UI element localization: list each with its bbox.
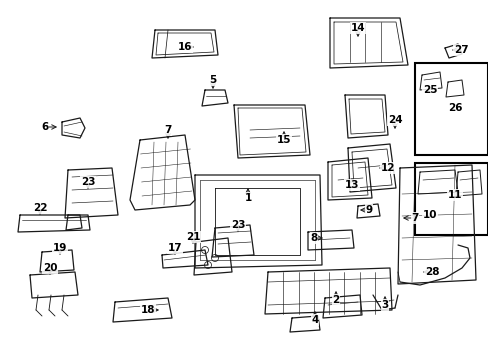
Text: 13: 13 — [344, 180, 359, 190]
Bar — [414, 63, 487, 155]
Text: 15: 15 — [276, 135, 291, 145]
Text: 7: 7 — [164, 125, 171, 135]
Text: 1: 1 — [244, 193, 251, 203]
Text: 24: 24 — [387, 115, 402, 125]
Text: 23: 23 — [81, 177, 95, 187]
Text: 8: 8 — [310, 233, 317, 243]
Text: 26: 26 — [447, 103, 461, 113]
Text: 12: 12 — [380, 163, 394, 173]
Text: 27: 27 — [453, 45, 468, 55]
Text: 21: 21 — [185, 232, 200, 242]
Text: 6: 6 — [41, 122, 48, 132]
Text: 22: 22 — [33, 203, 47, 213]
Text: 2: 2 — [332, 295, 339, 305]
Text: 23: 23 — [230, 220, 245, 230]
Text: 5: 5 — [209, 75, 216, 85]
Text: 19: 19 — [53, 243, 67, 253]
Text: 14: 14 — [350, 23, 365, 33]
Text: 4: 4 — [311, 315, 318, 325]
Text: 3: 3 — [381, 300, 388, 310]
Text: 28: 28 — [424, 267, 438, 277]
Text: 7: 7 — [410, 213, 418, 223]
Text: 17: 17 — [167, 243, 182, 253]
Text: 10: 10 — [422, 210, 436, 220]
Bar — [414, 163, 487, 235]
Text: 11: 11 — [447, 190, 461, 200]
Text: 9: 9 — [365, 205, 372, 215]
Text: 20: 20 — [42, 263, 57, 273]
Text: 25: 25 — [422, 85, 436, 95]
Text: 18: 18 — [141, 305, 155, 315]
Text: 16: 16 — [177, 42, 192, 52]
